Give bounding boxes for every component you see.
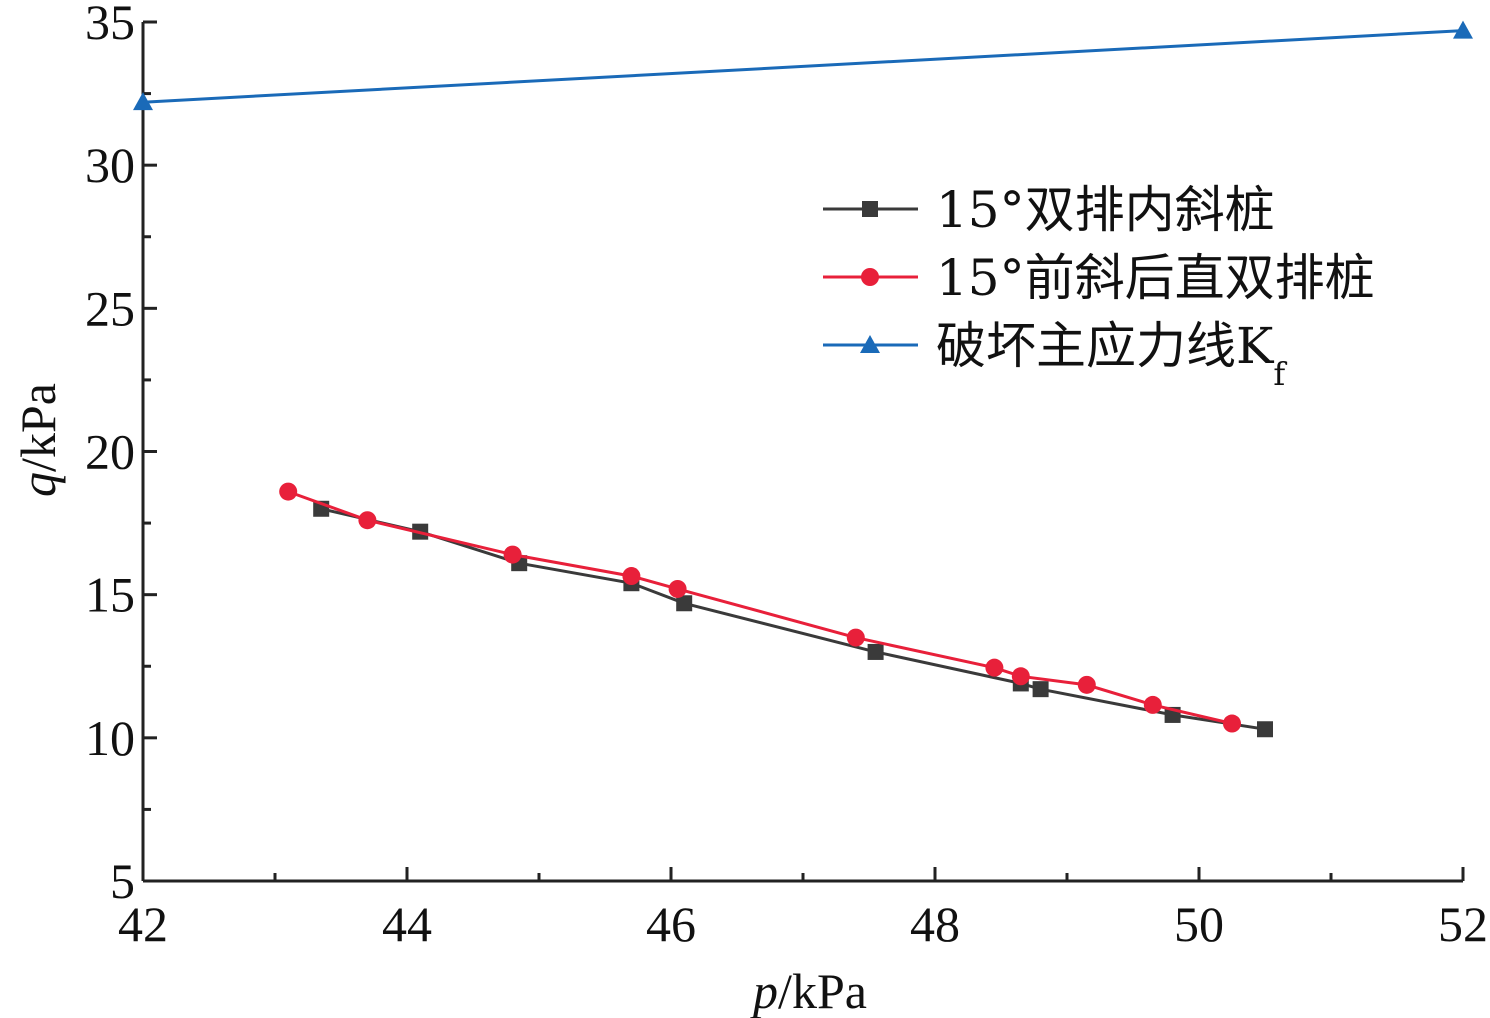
series-group bbox=[133, 20, 1473, 738]
legend-marker-circle bbox=[861, 268, 879, 286]
x-tick-label: 46 bbox=[646, 896, 696, 952]
data-point-circle bbox=[503, 545, 522, 564]
data-point-circle bbox=[668, 579, 687, 598]
data-point-circle bbox=[1011, 667, 1030, 686]
y-axis-title: q/kPa bbox=[10, 383, 66, 497]
data-point-square bbox=[676, 595, 693, 612]
data-point-circle bbox=[358, 511, 377, 530]
legend-entry-2: 15°前斜后直双排桩 bbox=[823, 249, 1375, 307]
legend-label-2: 15°前斜后直双排桩 bbox=[936, 249, 1375, 307]
data-point-square bbox=[867, 643, 884, 660]
series-line bbox=[320, 507, 1266, 731]
y-tick-label: 10 bbox=[85, 710, 135, 766]
y-tick-label: 5 bbox=[110, 853, 135, 909]
data-point-circle bbox=[1143, 695, 1162, 714]
data-point-square bbox=[1257, 721, 1273, 738]
legend: 15°双排内斜桩 15°前斜后直双排桩 破坏主应力线Kf bbox=[823, 181, 1375, 393]
y-axis-unit: /kPa bbox=[10, 383, 66, 472]
legend-entry-1: 15°双排内斜桩 bbox=[823, 181, 1275, 239]
x-tick-label: 44 bbox=[382, 896, 432, 952]
x-axis-unit: /kPa bbox=[778, 963, 867, 1018]
legend-marker-square bbox=[862, 201, 878, 217]
data-point-triangle bbox=[133, 92, 153, 111]
x-axis-title: p/kPa bbox=[750, 963, 867, 1018]
tick-group: 42 44 46 48 50 52 5 10 15 20 25 30 35 bbox=[85, 0, 1488, 952]
y-tick-label: 30 bbox=[85, 137, 135, 193]
data-point-circle bbox=[1077, 675, 1096, 694]
axes bbox=[141, 22, 1463, 883]
series-2 bbox=[279, 482, 1241, 733]
x-tick-label: 52 bbox=[1438, 896, 1488, 952]
x-tick-label: 42 bbox=[118, 896, 168, 952]
data-point-circle bbox=[622, 567, 641, 586]
y-tick-label: 35 bbox=[85, 0, 135, 50]
y-tick-label: 20 bbox=[85, 424, 135, 480]
y-axis-variable: q bbox=[10, 472, 66, 497]
x-tick-label: 48 bbox=[910, 896, 960, 952]
legend-label-3: 破坏主应力线Kf bbox=[936, 317, 1287, 393]
x-axis-variable: p bbox=[750, 963, 778, 1018]
series-3 bbox=[133, 20, 1473, 111]
legend-marker-triangle bbox=[860, 335, 880, 353]
data-point-square bbox=[1032, 681, 1049, 698]
y-tick-label: 15 bbox=[85, 567, 135, 623]
series-line bbox=[142, 29, 1464, 104]
legend-label-3-subscript: f bbox=[1273, 355, 1287, 393]
data-point-circle bbox=[279, 482, 298, 501]
legend-entry-3: 破坏主应力线Kf bbox=[823, 317, 1287, 393]
data-point-circle bbox=[846, 628, 865, 647]
legend-label-3-main: 破坏主应力线K bbox=[936, 317, 1275, 375]
legend-label-1: 15°双排内斜桩 bbox=[936, 181, 1275, 239]
data-point-circle bbox=[985, 658, 1004, 677]
x-tick-label: 50 bbox=[1174, 896, 1224, 952]
data-point-triangle bbox=[1453, 20, 1473, 39]
data-point-circle bbox=[1223, 714, 1241, 733]
y-tick-label: 25 bbox=[85, 280, 135, 336]
